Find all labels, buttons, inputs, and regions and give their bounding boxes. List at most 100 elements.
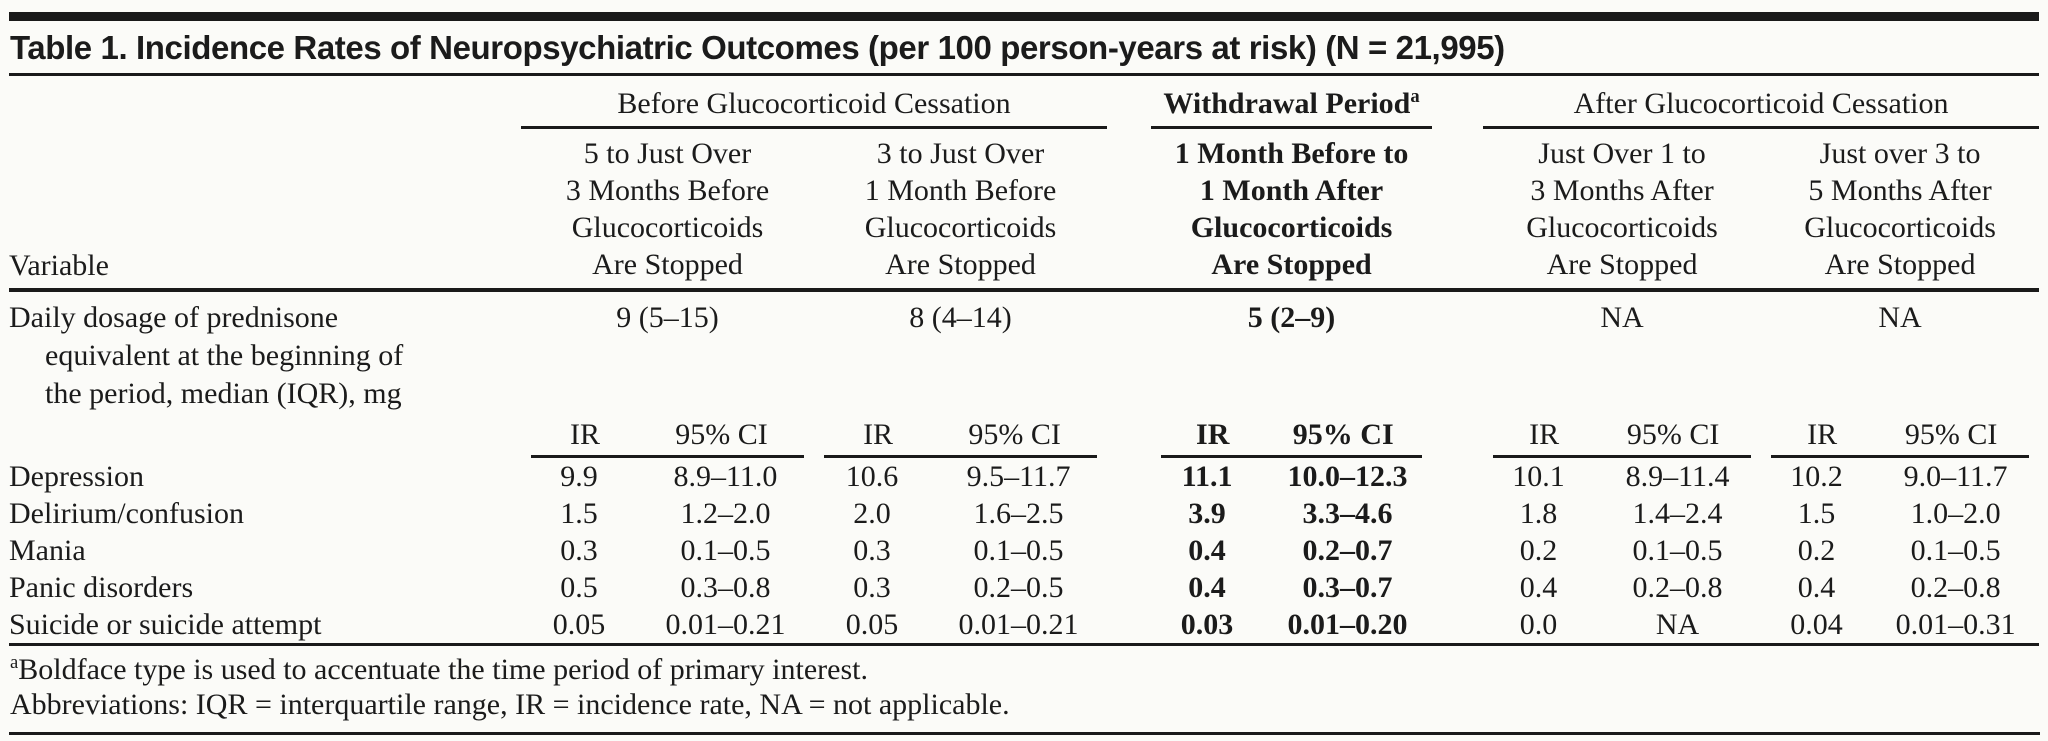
- group-header-row: Before Glucocorticoid Cessation Withdraw…: [9, 76, 2040, 129]
- outcome-label: Suicide or suicide attempt: [9, 606, 521, 646]
- column-gap: [1432, 569, 1483, 606]
- stat-header-pair: IR 95% CI: [521, 413, 814, 458]
- ir-value: 0.3: [853, 534, 891, 567]
- column-gap: [1432, 532, 1483, 569]
- ci-value: 0.01–0.31: [1872, 606, 2040, 646]
- column-gap: [1107, 532, 1151, 569]
- ci-value: 0.01–0.21: [637, 606, 814, 646]
- ir-value: 10.6: [845, 460, 899, 493]
- ci-value: 0.01–0.20: [1263, 606, 1433, 646]
- column-gap: [1107, 458, 1151, 495]
- footnote-marker-ref: a: [1410, 86, 1420, 107]
- group-header-withdrawal: Withdrawal Perioda: [1151, 76, 1433, 129]
- column-gap: [1107, 413, 1151, 458]
- ci-header: 95% CI: [1292, 418, 1394, 451]
- dosage-value: 8 (4–14): [909, 301, 1012, 334]
- ir-value: 0.5: [560, 571, 598, 604]
- group-label: Withdrawal Period: [1163, 87, 1411, 120]
- ci-value: 0.2–0.8: [1632, 571, 1723, 604]
- ir-value: 0.05: [814, 606, 930, 646]
- ir-value: 2.0: [853, 497, 891, 530]
- table-row: Mania 0.3 0.1–0.5 0.3 0.1–0.5 0.4 0.2–0.…: [9, 532, 2039, 569]
- column-gap: [1107, 290, 1151, 413]
- column-gap: [1107, 569, 1151, 606]
- footnote-a-text: Boldface type is used to accentuate the …: [18, 653, 868, 686]
- ci-value: 9.5–11.7: [966, 460, 1071, 493]
- ir-header: IR: [1196, 418, 1230, 451]
- period-header-3: 1 Month Before to 1 Month After Glucocor…: [1151, 127, 1433, 292]
- stat-header-pair: IR 95% CI: [1151, 413, 1432, 458]
- ci-value: 0.1–0.5: [973, 534, 1064, 567]
- ir-header: IR: [1529, 418, 1560, 451]
- ir-header: IR: [570, 418, 601, 451]
- period-header-5: Just over 3 to 5 Months After Glucocorti…: [1761, 127, 2040, 292]
- outcome-label: Depression: [9, 460, 144, 493]
- ir-value: 0.2: [1519, 534, 1558, 567]
- ci-value: 9.0–11.7: [1903, 460, 2008, 493]
- column-gap: [1432, 76, 1483, 128]
- ir-value: 1.8: [1519, 497, 1558, 530]
- ci-value: 1.6–2.5: [973, 497, 1064, 530]
- ci-value: 8.9–11.4: [1625, 460, 1730, 493]
- ci-value: 1.2–2.0: [680, 497, 771, 530]
- outcome-label: Panic disorders: [9, 571, 194, 604]
- group-header-after: After Glucocorticoid Cessation: [1483, 76, 2040, 129]
- ir-value: 0.05: [521, 606, 637, 646]
- period-header-row: Variable 5 to Just Over 3 Months Before …: [9, 127, 2040, 292]
- table-row: Suicide or suicide attempt 0.05 0.01–0.2…: [9, 606, 2040, 646]
- dosage-value: 5 (2–9): [1247, 301, 1336, 334]
- top-rule: [9, 12, 2039, 21]
- ci-value: 8.9–11.0: [673, 460, 778, 493]
- period-header-2: 3 to Just Over 1 Month Before Glucocorti…: [814, 127, 1108, 292]
- ci-value: 0.01–0.21: [930, 606, 1108, 646]
- table-row: Depression 9.9 8.9–11.0 10.6 9.5–11.7 11…: [9, 458, 2039, 495]
- ir-value: 0.4: [1797, 571, 1836, 604]
- dosage-value: NA: [1600, 301, 1644, 334]
- ir-value: 0.0: [1483, 606, 1595, 646]
- stat-header-pair: IR 95% CI: [1483, 413, 1761, 458]
- column-gap: [1432, 606, 1484, 646]
- dosage-value: NA: [1878, 301, 1922, 334]
- ir-value: 9.9: [560, 460, 598, 493]
- ci-value: 1.4–2.4: [1632, 497, 1723, 530]
- ci-value: 0.3–0.8: [680, 571, 771, 604]
- ci-value: 0.1–0.5: [680, 534, 771, 567]
- ir-value: 0.3: [853, 571, 891, 604]
- group-header-spacer: [9, 76, 521, 128]
- dosage-value: 9 (5–15): [616, 301, 719, 334]
- table-row: Panic disorders 0.5 0.3–0.8 0.3 0.2–0.5 …: [9, 569, 2039, 606]
- ci-value: 0.3–0.7: [1302, 571, 1393, 604]
- ci-value: 10.0–12.3: [1287, 460, 1408, 493]
- stat-header-pair: IR 95% CI: [814, 413, 1107, 458]
- group-header-before: Before Glucocorticoid Cessation: [521, 76, 1108, 129]
- ci-value: 0.2–0.5: [973, 571, 1064, 604]
- footnote-a: aBoldface type is used to accentuate the…: [10, 652, 2040, 687]
- ci-header: 95% CI: [1626, 418, 1720, 451]
- footnotes: aBoldface type is used to accentuate the…: [9, 646, 2040, 735]
- ir-value: 10.1: [1512, 460, 1565, 493]
- footnote-marker: a: [10, 652, 19, 673]
- column-gap: [1107, 127, 1152, 292]
- ci-value: 0.2–0.8: [1910, 571, 2001, 604]
- ir-value: 0.4: [1519, 571, 1558, 604]
- ir-value: 3.9: [1188, 497, 1226, 530]
- ir-header: IR: [1807, 418, 1838, 451]
- ci-header: 95% CI: [675, 418, 768, 451]
- ir-value: 0.3: [560, 534, 598, 567]
- column-gap: [1432, 290, 1483, 413]
- period-header-4: Just Over 1 to 3 Months After Glucocorti…: [1483, 127, 1762, 292]
- ir-value: 0.4: [1188, 571, 1226, 604]
- ci-header: 95% CI: [1904, 418, 1998, 451]
- ir-value: 0.2: [1797, 534, 1836, 567]
- ir-value: 1.5: [560, 497, 598, 530]
- ci-value: 0.1–0.5: [1632, 534, 1723, 567]
- ir-value: 1.5: [1797, 497, 1836, 530]
- column-gap: [1432, 413, 1483, 458]
- ci-value: 1.0–2.0: [1910, 497, 2001, 530]
- ir-value: 10.2: [1790, 460, 1843, 493]
- period-header-1: 5 to Just Over 3 Months Before Glucocort…: [521, 127, 814, 292]
- table-row: Delirium/confusion 1.5 1.2–2.0 2.0 1.6–2…: [9, 495, 2039, 532]
- column-gap: [1432, 458, 1483, 495]
- ir-header: IR: [863, 418, 894, 451]
